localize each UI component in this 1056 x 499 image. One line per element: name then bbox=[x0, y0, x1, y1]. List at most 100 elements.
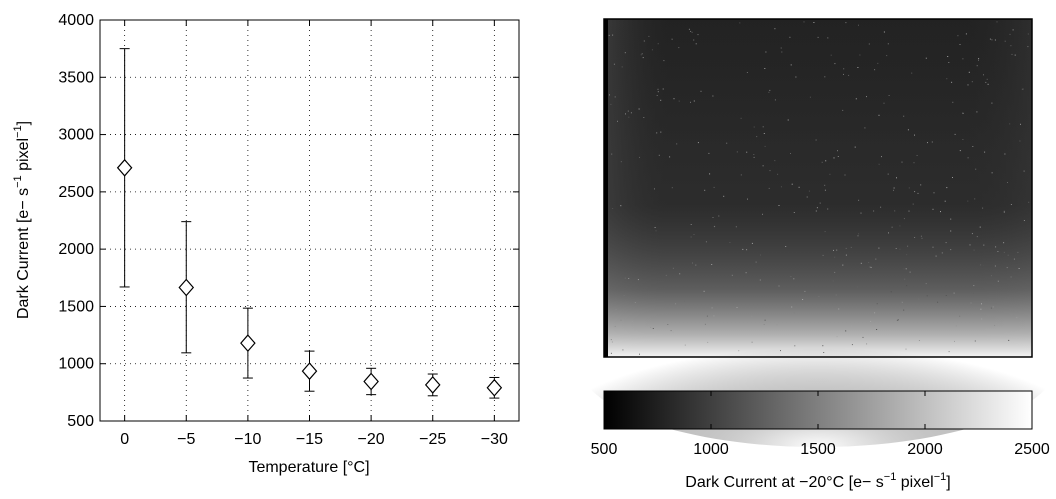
speckle bbox=[967, 200, 969, 202]
speckle bbox=[781, 51, 783, 53]
speckle bbox=[893, 189, 894, 191]
speckle bbox=[991, 172, 993, 174]
speckle bbox=[830, 54, 832, 56]
x-tick-label: −25 bbox=[419, 431, 446, 448]
speckle bbox=[712, 217, 714, 218]
speckle bbox=[829, 173, 831, 175]
speckle bbox=[907, 245, 909, 247]
speckle bbox=[946, 187, 948, 189]
speckle bbox=[981, 318, 983, 320]
speckle bbox=[1007, 182, 1008, 183]
speckle bbox=[959, 315, 961, 317]
speckle bbox=[713, 186, 715, 188]
speckle bbox=[836, 249, 838, 251]
speckle bbox=[794, 345, 796, 347]
speckle bbox=[980, 264, 982, 266]
speckle bbox=[751, 341, 753, 343]
speckle bbox=[608, 34, 610, 36]
speckle bbox=[905, 348, 907, 350]
speckle bbox=[678, 100, 680, 102]
speckle bbox=[866, 343, 868, 345]
speckle bbox=[670, 330, 672, 332]
speckle bbox=[735, 226, 737, 228]
speckle bbox=[951, 81, 953, 83]
speckle bbox=[893, 187, 895, 189]
speckle bbox=[640, 54, 642, 56]
speckle bbox=[862, 336, 864, 338]
colorbar-label: Dark Current at −20°C [e− s−1 pixel−1] bbox=[685, 471, 950, 491]
speckle bbox=[965, 33, 967, 35]
speckle bbox=[947, 56, 949, 57]
speckle bbox=[642, 57, 644, 59]
speckle bbox=[1009, 123, 1011, 125]
speckle bbox=[868, 262, 870, 263]
speckle bbox=[713, 315, 715, 317]
speckle bbox=[672, 331, 674, 333]
speckle bbox=[688, 28, 690, 30]
speckle bbox=[709, 173, 711, 175]
speckle bbox=[875, 258, 877, 260]
speckle bbox=[657, 43, 659, 45]
speckle bbox=[614, 325, 616, 327]
speckle bbox=[945, 295, 947, 296]
speckle bbox=[985, 81, 987, 83]
speckle bbox=[669, 156, 671, 158]
y-axis-label: Dark Current [e− s−1 pixel−1] bbox=[12, 121, 32, 319]
speckle bbox=[615, 309, 617, 311]
speckle bbox=[990, 275, 992, 277]
colorbar-ticks: 500 1000 1500 2000 2500 bbox=[591, 391, 1050, 458]
speckle bbox=[673, 98, 675, 100]
speckle bbox=[975, 168, 977, 170]
speckle bbox=[896, 177, 897, 179]
speckle bbox=[954, 133, 956, 135]
speckle bbox=[609, 94, 610, 96]
speckle bbox=[950, 218, 952, 220]
speckle bbox=[643, 40, 645, 42]
speckle bbox=[1023, 220, 1025, 221]
speckle bbox=[857, 235, 859, 237]
speckle bbox=[808, 190, 810, 192]
data-point-diamond bbox=[301, 362, 318, 381]
speckle bbox=[876, 329, 878, 330]
speckle bbox=[869, 266, 871, 268]
speckle bbox=[637, 279, 639, 281]
speckle bbox=[976, 236, 978, 238]
speckle bbox=[793, 312, 795, 314]
speckle bbox=[1017, 251, 1019, 253]
speckle bbox=[620, 205, 622, 207]
speckle bbox=[920, 184, 922, 186]
speckle bbox=[697, 142, 699, 144]
speckle bbox=[723, 195, 725, 197]
speckle bbox=[1003, 251, 1005, 253]
speckle bbox=[660, 131, 662, 133]
speckle bbox=[1016, 317, 1018, 319]
data-point-diamond bbox=[116, 158, 133, 177]
speckle bbox=[858, 233, 860, 235]
speckle bbox=[878, 247, 880, 249]
speckle bbox=[896, 319, 898, 321]
speckle bbox=[968, 71, 970, 73]
speckle bbox=[747, 198, 748, 200]
speckle bbox=[962, 112, 964, 114]
speckle bbox=[832, 280, 834, 282]
speckle bbox=[971, 233, 973, 235]
speckle bbox=[990, 307, 992, 309]
speckle bbox=[693, 39, 695, 41]
speckle bbox=[925, 57, 927, 59]
speckle bbox=[785, 246, 787, 247]
speckle bbox=[643, 117, 645, 118]
speckle bbox=[803, 21, 805, 23]
speckle bbox=[764, 68, 766, 69]
speckle bbox=[614, 96, 616, 98]
speckle bbox=[838, 308, 840, 310]
speckle bbox=[671, 187, 673, 189]
speckle bbox=[652, 328, 654, 329]
speckle bbox=[679, 273, 681, 275]
speckle bbox=[952, 177, 953, 178]
speckle bbox=[777, 173, 779, 175]
speckle bbox=[631, 320, 633, 322]
data-point-diamond bbox=[486, 378, 503, 397]
speckle bbox=[1023, 170, 1025, 172]
heatmap-image bbox=[578, 18, 1056, 447]
